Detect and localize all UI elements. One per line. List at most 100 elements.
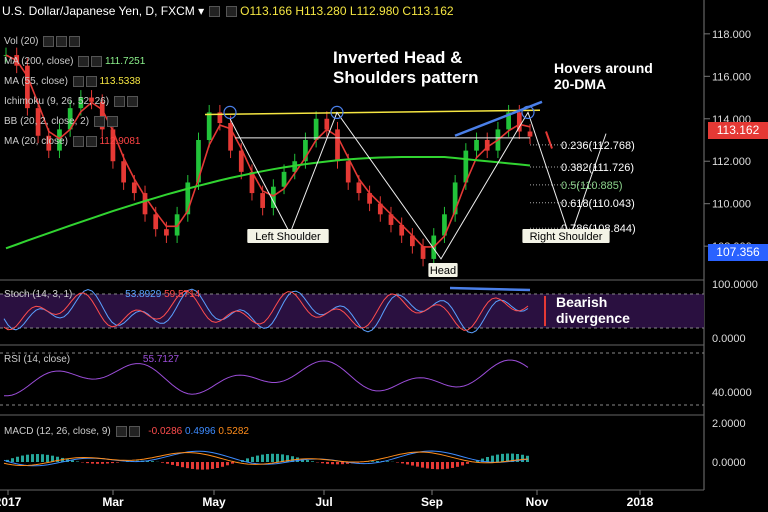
price-tick-label: 116.000: [712, 71, 751, 83]
close-icon[interactable]: [69, 36, 81, 47]
price-tick-label: 118.000: [712, 29, 751, 41]
stoch-tick-label: 100.0000: [712, 279, 758, 291]
gear-icon[interactable]: [113, 96, 125, 107]
macd-hist-bar: [201, 462, 204, 470]
open-value: O113.166: [240, 4, 293, 18]
low-price-box: 107.356: [708, 244, 768, 261]
indicator-ma55[interactable]: MA (55, close) 113.5338: [4, 76, 141, 88]
close-icon[interactable]: [85, 136, 97, 147]
candle-body: [516, 112, 522, 132]
close-icon[interactable]: [85, 76, 97, 87]
macd-hist-bar: [111, 462, 114, 464]
candle-body: [345, 161, 351, 183]
time-tick-label: 2017: [0, 495, 22, 509]
settings-icon[interactable]: [209, 6, 221, 18]
symbol-title[interactable]: U.S. Dollar/Japanese Yen, D, FXCM: [2, 4, 195, 18]
macd-hist-bar: [96, 462, 99, 464]
indicator-vol[interactable]: Vol (20): [4, 36, 81, 47]
candle-body: [57, 129, 62, 151]
symbol-dropdown-icon[interactable]: ▾: [198, 4, 205, 18]
indicator-ma20[interactable]: MA (20, close) 112.9081: [4, 136, 141, 148]
macd-hist-bar: [101, 462, 104, 464]
rsi-legend[interactable]: RSI (14, close) 55.7127: [4, 354, 180, 365]
close-icon[interactable]: [91, 56, 103, 67]
macd-hist-bar: [71, 460, 74, 462]
macd-hist-bar: [506, 453, 509, 462]
candle-body: [260, 193, 266, 208]
macd-hist-bar: [161, 462, 164, 463]
candle-body: [356, 182, 362, 194]
candle-body: [313, 118, 319, 140]
close-icon[interactable]: [128, 426, 140, 437]
macd-hist-bar: [91, 462, 94, 464]
candle-body: [89, 97, 94, 102]
macd-hist-bar: [211, 462, 214, 469]
candle-body: [228, 123, 233, 151]
gear-icon[interactable]: [78, 56, 90, 67]
hover-annotation: Hovers around 20-DMA: [554, 60, 653, 92]
macd-hist-bar: [311, 461, 314, 462]
macd-hist-bar: [231, 462, 234, 464]
stoch-legend[interactable]: Stoch (14, 3, 1) 53.8929 59.5714: [4, 289, 201, 300]
macd-hist-bar: [226, 462, 229, 466]
gear-icon[interactable]: [72, 136, 84, 147]
macd-hist-bar: [191, 462, 194, 469]
close-icon[interactable]: [106, 116, 118, 127]
current-price-box: 113.162: [708, 122, 768, 139]
candle-body: [388, 214, 394, 225]
gear-icon[interactable]: [93, 116, 105, 127]
peak-marker: [223, 105, 237, 120]
candle-body: [25, 65, 30, 109]
macd-legend[interactable]: MACD (12, 26, close, 9) -0.0286 0.4996 0…: [4, 426, 249, 438]
macd-hist-bar: [486, 456, 489, 462]
fib-label: 0.618(110.043): [561, 198, 635, 210]
pattern-annotation: Inverted Head & Shoulders pattern: [333, 48, 479, 87]
indicator-ma200[interactable]: MA (200, close) 111.7251: [4, 56, 146, 68]
macd-hist-bar: [41, 454, 44, 462]
candle-body: [410, 235, 415, 247]
candle-body: [399, 224, 405, 236]
indicator-bb[interactable]: BB (20, 2, close, 2): [4, 116, 118, 127]
candle-body: [324, 118, 330, 130]
macd-hist-bar: [476, 460, 479, 462]
macd-hist-bar: [221, 462, 224, 467]
candle-body: [281, 171, 287, 187]
indicator-ichimoku[interactable]: Ichimoku (9, 26, 52, 26): [4, 96, 138, 107]
macd-hist-bar: [436, 462, 439, 470]
macd-hist-bar: [386, 461, 389, 462]
down-arrow: [545, 131, 553, 149]
candle-body: [35, 108, 41, 136]
candle-body: [78, 97, 84, 109]
ma200-line: [5, 156, 531, 250]
gear-icon[interactable]: [115, 426, 127, 437]
divergence-annotation: Bearish divergence: [556, 294, 630, 326]
macd-hist-bar: [406, 462, 409, 465]
macd-hist-bar: [291, 456, 294, 462]
macd-hist-bar: [51, 455, 54, 462]
macd-hist-bar: [446, 462, 449, 469]
gear-icon[interactable]: [72, 76, 84, 87]
macd-hist-bar: [306, 460, 309, 462]
visibility-icon[interactable]: [225, 6, 237, 18]
macd-hist-bar: [266, 453, 269, 462]
close-icon[interactable]: [126, 96, 138, 107]
macd-hist-bar: [146, 460, 149, 462]
neckline: [204, 109, 541, 116]
ma20-line: [5, 54, 531, 248]
stoch-k-line: [3, 288, 529, 334]
gear-icon[interactable]: [56, 36, 68, 47]
candle-body: [153, 214, 159, 230]
macd-hist-bar: [86, 462, 89, 464]
candle-body: [131, 182, 137, 194]
candle-body: [206, 112, 212, 140]
eye-icon[interactable]: [43, 36, 55, 47]
head-label-bg: [428, 263, 458, 277]
macd-hist-bar: [261, 454, 264, 462]
macd-hist-bar: [441, 462, 444, 470]
macd-hist-bar: [76, 461, 79, 462]
macd-hist-bar: [106, 462, 109, 464]
left-shoulder-label-bg: [247, 229, 329, 243]
macd-hist-bar: [256, 455, 259, 462]
fib-label: 0.5(110.885): [561, 180, 623, 192]
